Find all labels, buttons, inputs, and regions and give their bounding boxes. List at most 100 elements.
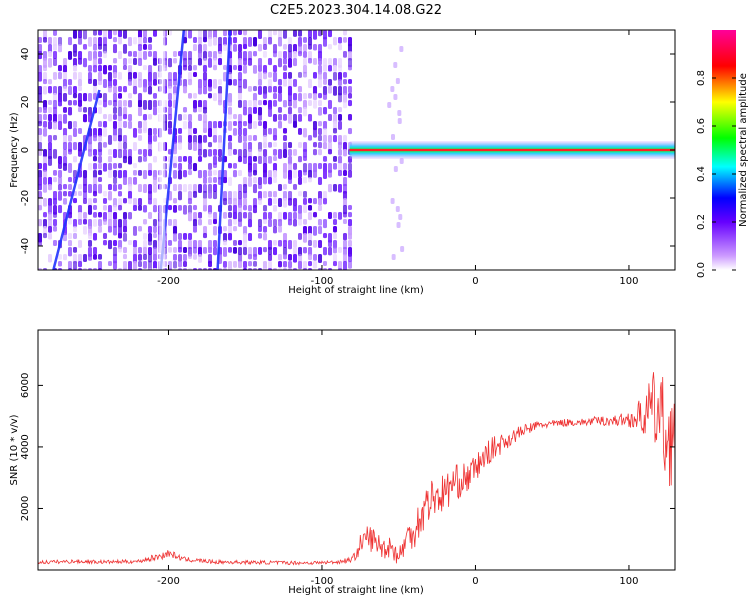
spectrogram-cell: [183, 114, 187, 121]
spectrogram-cell: [268, 219, 272, 227]
spectrogram-cell: [243, 191, 247, 199]
spectrogram-cell: [288, 58, 292, 68]
spectrogram-cell: [298, 219, 302, 226]
spectrogram-cell: [53, 93, 57, 102]
spectrogram-cell: [98, 37, 102, 46]
spectrogram-cell: [153, 184, 157, 193]
spectrogram-cell: [258, 107, 262, 116]
spectrogram-cell: [223, 198, 227, 206]
spectrogram-cell: [228, 198, 232, 205]
spectrogram-cell: [243, 205, 247, 211]
spectrogram-cell: [243, 65, 247, 74]
spectrogram-cell: [78, 184, 82, 190]
spectrogram-cell: [198, 30, 202, 40]
spectrogram-cell: [53, 191, 57, 201]
spectrogram-cell: [53, 198, 57, 205]
spectrogram-cell: [258, 86, 262, 95]
spectrogram-cell: [203, 226, 207, 235]
spectrogram-cell: [113, 149, 117, 158]
spectrogram-cell: [118, 121, 122, 129]
spectrogram-cell: [228, 149, 232, 157]
spectrogram-cell: [318, 198, 322, 206]
spectrogram-cell: [288, 37, 292, 46]
spectrogram-cell: [313, 226, 317, 236]
spectrogram-cell: [208, 149, 212, 157]
spectrogram-cell: [103, 37, 107, 46]
spectrogram-cell: [218, 142, 222, 149]
spectrogram-cell: [48, 51, 52, 58]
colorbar: 0.0 0.2 0.4 0.6 0.8 Normalized spectral ampl…: [696, 30, 749, 278]
spectrogram-cell: [78, 240, 82, 248]
spectrogram-cell: [263, 191, 267, 199]
spectrogram-cell: [188, 135, 192, 143]
spectrogram-cell: [38, 121, 42, 127]
spectrogram-cell: [328, 86, 332, 94]
spectrogram-cell: [38, 149, 42, 156]
spectrogram-cell: [108, 72, 112, 82]
spectrogram-cell: [53, 44, 57, 51]
spectrogram-cell: [78, 72, 82, 80]
spectrogram-cell: [118, 128, 122, 138]
spectrogram-cell: [228, 226, 232, 235]
spectrogram-cell: [128, 261, 132, 270]
x-tick-label: 100: [619, 276, 638, 287]
spectrogram-cell: [93, 268, 97, 270]
spectrogram-cell: [148, 226, 152, 234]
spectrogram-cell: [273, 44, 277, 54]
spectrogram-cell: [318, 254, 322, 264]
spectrogram-cell: [193, 72, 197, 78]
spectrogram-cell: [348, 114, 352, 121]
spectrogram-cell: [243, 135, 247, 142]
spectrogram-cell: [88, 205, 92, 215]
spectrogram-cell: [263, 86, 267, 95]
spectrogram-cell: [313, 93, 317, 101]
spectrogram-cell: [213, 149, 217, 156]
spectrogram-cell: [243, 240, 247, 248]
spectrogram-cell: [128, 149, 132, 157]
x-tick-label: 100: [619, 576, 638, 587]
spectrogram-cell: [53, 177, 57, 183]
spectrogram-cell: [63, 93, 67, 102]
spectrogram-cell: [128, 58, 132, 64]
spectrogram-cell: [288, 156, 292, 165]
spectrogram-cell: [253, 65, 257, 74]
spectrogram-cell: [298, 107, 302, 114]
spectrogram-cell: [198, 79, 202, 89]
spectrogram-cell: [323, 156, 327, 162]
spectrogram-cell: [138, 247, 142, 254]
spectrogram-cell: [103, 100, 107, 108]
spectrogram-cell: [243, 268, 247, 270]
spectrogram-cell: [268, 212, 272, 220]
spectrogram-cell: [173, 86, 177, 95]
spectrogram-cell: [148, 128, 152, 137]
spectrogram-cell: [183, 65, 187, 71]
snr-panel: -200 -100 0 100 2000 4000 6000 Height of stra…: [9, 329, 676, 596]
spectrogram-cell: [293, 219, 297, 227]
spectrogram-cell: [233, 219, 237, 225]
spectrogram-cell: [268, 247, 272, 256]
spectrogram-cell: [328, 149, 332, 155]
spectrogram-cell: [268, 170, 272, 178]
spectrogram-cell: [203, 233, 207, 239]
spectrogram-cell: [153, 58, 157, 66]
spectrogram-cell: [263, 65, 267, 74]
spectrogram-cell: [203, 268, 207, 270]
spectrogram-cell: [243, 58, 247, 66]
spectrogram-cell: [188, 79, 192, 86]
spectrogram-cell: [88, 72, 92, 81]
spectrogram-cell: [333, 163, 337, 170]
spectrogram-cell: [168, 100, 172, 108]
spectrogram-cell: [103, 79, 107, 89]
spectrogram-cell: [203, 184, 207, 193]
y-tick-label: -20: [20, 190, 31, 206]
spectrogram-cell: [308, 240, 312, 246]
spectrogram-cell: [108, 170, 112, 179]
spectrogram-cell: [273, 142, 277, 148]
spectrogram-cell: [193, 107, 197, 113]
spectrogram-cell: [203, 107, 207, 114]
spectrogram-cell: [108, 261, 112, 267]
spectrogram-cell: [58, 65, 62, 72]
spectrogram-cell: [333, 233, 337, 240]
spectrogram-cell: [258, 219, 262, 228]
spectrogram-cell: [123, 107, 127, 117]
